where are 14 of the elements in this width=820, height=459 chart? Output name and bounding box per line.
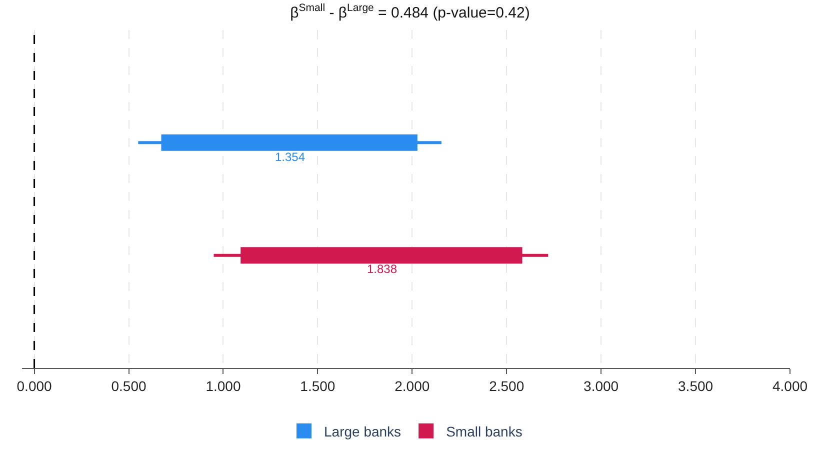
text: 1.354: [275, 150, 306, 164]
x-tick-label: 1.000: [206, 378, 241, 394]
x-tick-label: 3.500: [678, 378, 714, 394]
x-tick-label: 0.000: [16, 378, 52, 394]
x-tick-label: 0.500: [111, 378, 146, 394]
x-tick-label: 2.000: [394, 378, 430, 394]
text: 1.838: [367, 262, 398, 276]
legend-label: Large banks: [324, 423, 402, 440]
x-tick-label: 2.500: [489, 378, 524, 394]
x-tick-label: 4.000: [772, 378, 808, 394]
x-tick-label: 3.000: [584, 378, 619, 394]
x-tick-label: 1.500: [300, 378, 336, 394]
chart-title: β$^{Small}$ - β$^{Large}$ = 0.484 (p-value=0.42): [290, 2, 530, 22]
legend-label: Small banks: [446, 423, 522, 440]
